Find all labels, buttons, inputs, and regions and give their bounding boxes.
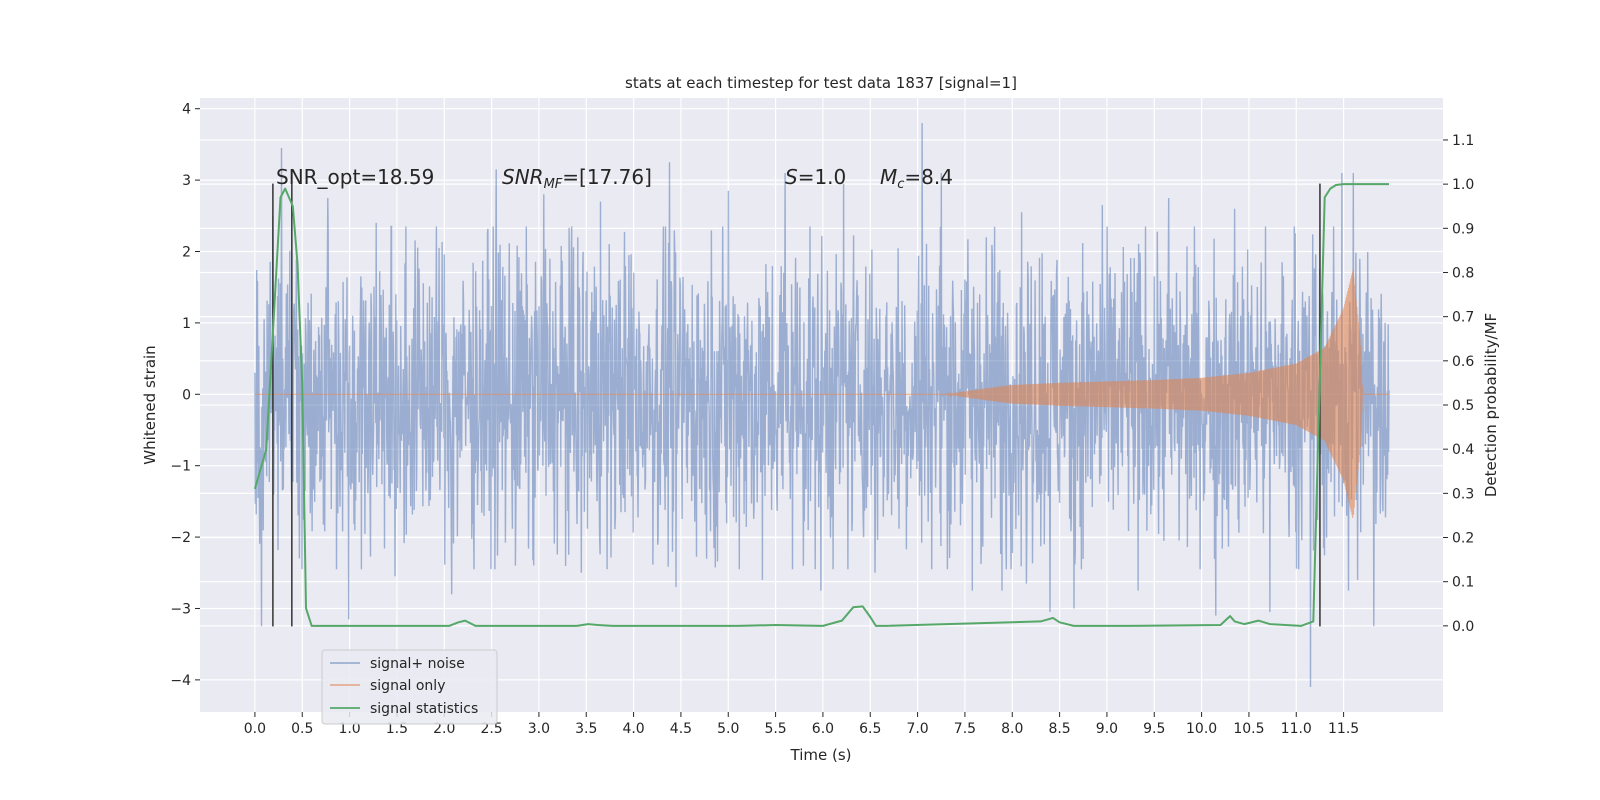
- x-tick-label: 9.0: [1096, 721, 1118, 737]
- y-right-tick-label: 0.4: [1452, 442, 1474, 458]
- y-right-tick-label: 0.9: [1452, 221, 1474, 237]
- x-tick-label: 8.0: [1001, 721, 1023, 737]
- y-left-tick-label: 1: [182, 316, 191, 332]
- y-axis-label-right: Detection probability/MF: [1482, 313, 1500, 497]
- y-axis-label-left: Whitened strain: [141, 345, 159, 464]
- x-tick-label: 10.5: [1233, 721, 1264, 737]
- legend: signal+ noise signal only signal statist…: [321, 649, 498, 725]
- annotation-snr-opt: SNR_opt=18.59: [276, 165, 434, 189]
- y-left-tick-label: −3: [170, 601, 191, 617]
- legend-label-signal-noise: signal+ noise: [370, 656, 465, 672]
- y-left-tick-label: 2: [182, 245, 191, 261]
- annotation-snr-mf-sub: MF: [544, 177, 563, 192]
- y-right-tick-label: 1.0: [1452, 177, 1474, 193]
- x-tick-label: 2.5: [480, 721, 502, 737]
- annotation-snr-mf-value: =[17.76]: [562, 165, 652, 189]
- x-tick-label: 5.0: [717, 721, 739, 737]
- y-right-tick-label: 0.1: [1452, 575, 1474, 591]
- annotation-snr-mf-main: SNR: [502, 165, 544, 189]
- x-tick-label: 4.5: [670, 721, 692, 737]
- y-right-tick-label: 1.1: [1452, 133, 1474, 149]
- y-right-tick-label: 0.0: [1452, 619, 1474, 635]
- y-left-tick-label: 3: [182, 173, 191, 189]
- x-tick-label: 6.0: [812, 721, 834, 737]
- annotation-s-main: S: [785, 165, 798, 189]
- series-signal-statistics-line: [253, 183, 1389, 627]
- x-tick-label: 5.5: [764, 721, 786, 737]
- annotation-snr-mf: SNRMF=[17.76]: [502, 165, 652, 192]
- x-tick-label: 4.0: [622, 721, 644, 737]
- x-tick-label: 7.5: [954, 721, 976, 737]
- y-left-tick-label: 4: [182, 102, 191, 118]
- x-tick-label: 11.0: [1281, 721, 1312, 737]
- annotation-mc-value: =8.4: [904, 165, 953, 189]
- series-signal-noise-line: [254, 122, 1390, 688]
- y-left-tick-label: −2: [170, 530, 191, 546]
- tick-labels: 0.0 0.5 1.0 1.5 2.0 2.5 3.0 3.5 4.0 4.5 5.0 5.5 6.0 6…: [170, 102, 1474, 737]
- y-right-tick-label: 0.8: [1452, 265, 1474, 281]
- y-left-tick-label: −4: [170, 673, 191, 689]
- annotation-mc: Mc=8.4: [880, 165, 953, 192]
- annotation-s: S=1.0: [785, 165, 846, 189]
- x-tick-label: 7.0: [906, 721, 928, 737]
- plot-layer: [253, 122, 1390, 688]
- x-tick-label: 11.5: [1328, 721, 1359, 737]
- x-tick-label: 2.0: [433, 721, 455, 737]
- y-right-tick-label: 0.2: [1452, 531, 1474, 547]
- x-axis-label: Time (s): [790, 746, 852, 764]
- x-tick-label: 0.5: [291, 721, 313, 737]
- y-right-tick-label: 0.5: [1452, 398, 1474, 414]
- y-left-tick-label: 0: [182, 387, 191, 403]
- legend-box: [321, 649, 498, 725]
- annotation-s-value: =1.0: [798, 165, 847, 189]
- y-right-tick-label: 0.3: [1452, 486, 1474, 502]
- legend-label-signal-statistics: signal statistics: [370, 701, 478, 717]
- y-left-tick-label: −1: [170, 459, 191, 475]
- x-tick-label: 6.5: [859, 721, 881, 737]
- x-tick-label: 8.5: [1048, 721, 1070, 737]
- annotation-mc-main: M: [880, 165, 897, 189]
- x-tick-label: 1.5: [386, 721, 408, 737]
- legend-label-signal-only: signal only: [370, 678, 445, 694]
- annotation-mc-sub: c: [897, 177, 904, 192]
- x-tick-label: 1.0: [338, 721, 360, 737]
- x-tick-label: 3.0: [528, 721, 550, 737]
- x-tick-label: 9.5: [1143, 721, 1165, 737]
- x-tick-label: 0.0: [244, 721, 266, 737]
- x-tick-label: 3.5: [575, 721, 597, 737]
- x-tick-label: 10.0: [1186, 721, 1217, 737]
- y-right-tick-label: 0.7: [1452, 310, 1474, 326]
- y-right-tick-label: 0.6: [1452, 354, 1474, 370]
- series-signal-only-line: [254, 269, 1389, 518]
- chart-title: stats at each timestep for test data 183…: [625, 74, 1017, 92]
